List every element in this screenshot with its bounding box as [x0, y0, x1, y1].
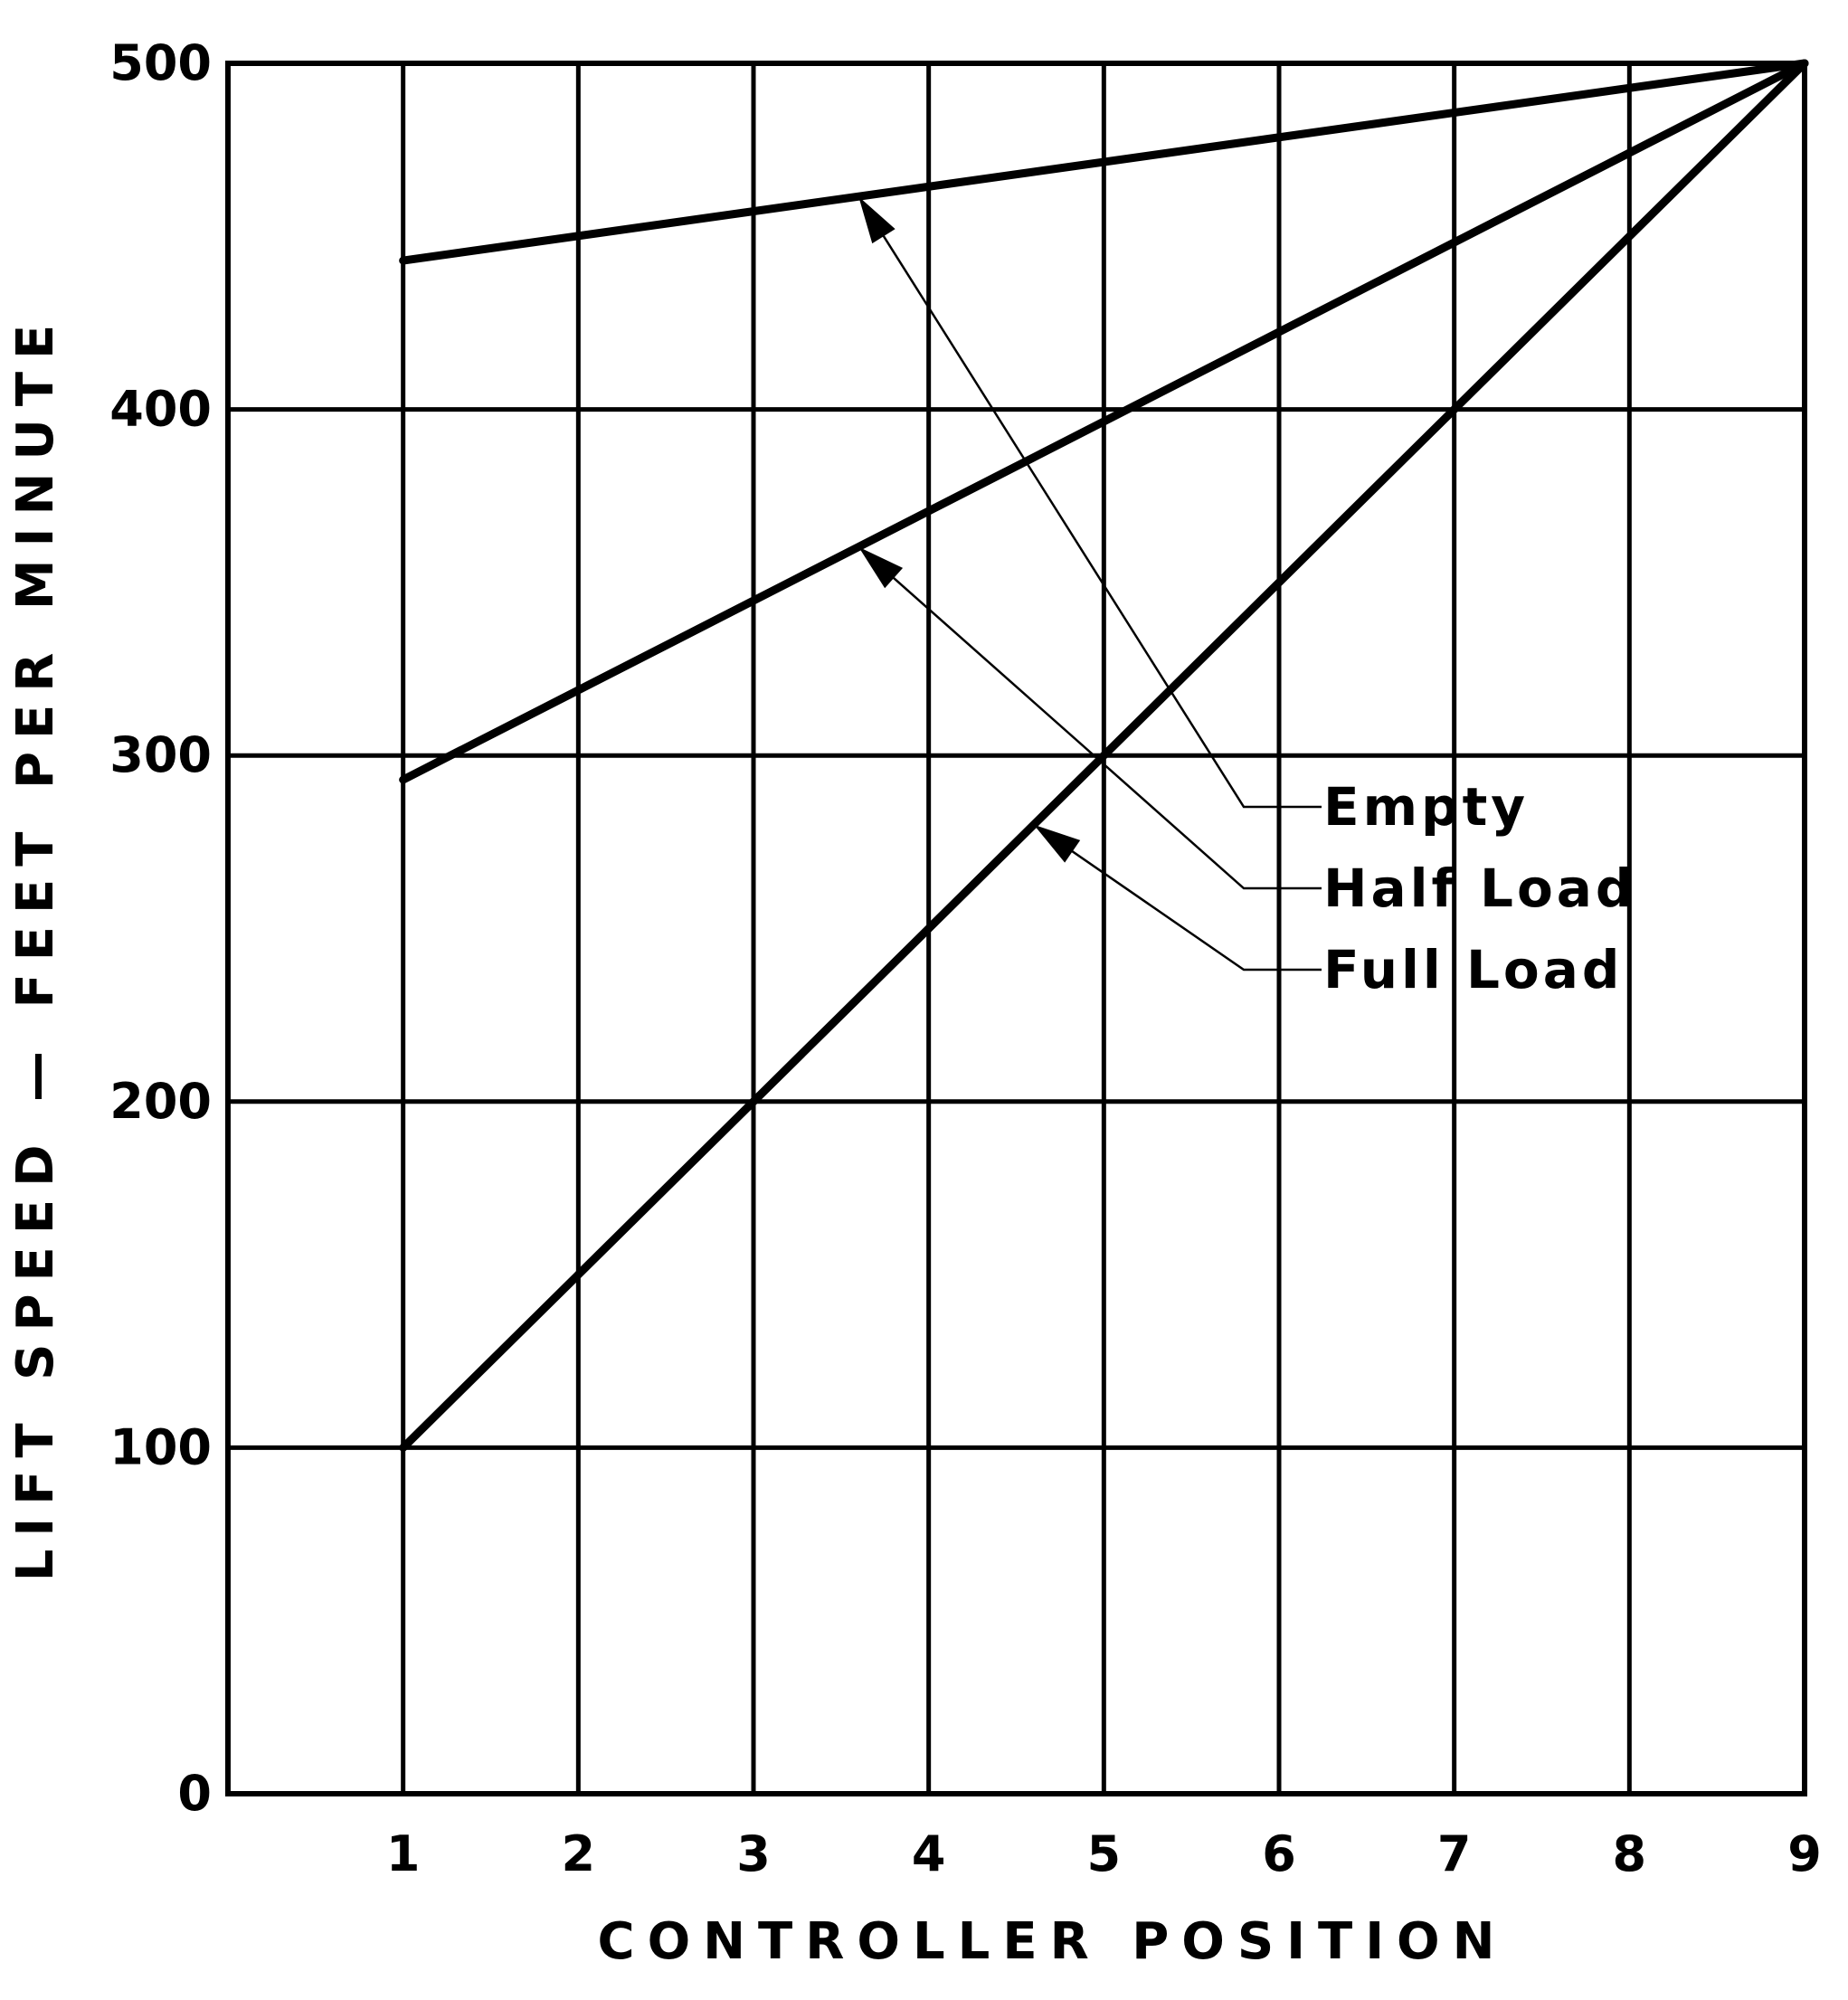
x-tick-label-4: 4: [912, 1825, 946, 1882]
y-axis-title: LIFT SPEED — FEET PER MINUTE: [6, 312, 65, 1582]
legend-label-full-load: Full Load: [1323, 939, 1623, 1000]
y-tick-label-500: 500: [109, 34, 212, 91]
legend-label-empty: Empty: [1323, 776, 1529, 838]
arrow-icon: [858, 196, 896, 244]
arrow-icon: [1033, 824, 1081, 863]
grid: [225, 61, 1807, 1796]
series-line-half-load: [399, 59, 1809, 784]
y-tick-label-400: 400: [109, 381, 212, 438]
plot-frame: [225, 61, 1807, 1796]
series-line-empty: [399, 59, 1809, 265]
x-tick-label-9: 9: [1787, 1825, 1822, 1882]
y-tick-label-0: 0: [177, 1765, 212, 1822]
y-tick-label-300: 300: [109, 726, 212, 783]
callout-leader-full-load: [1033, 823, 1309, 972]
x-tick-label-6: 6: [1262, 1825, 1296, 1882]
y-tick-label-100: 100: [109, 1418, 212, 1475]
x-tick-label-2: 2: [562, 1825, 596, 1882]
x-tick-label-3: 3: [736, 1825, 771, 1882]
x-tick-label-5: 5: [1087, 1825, 1122, 1882]
series-line-full-load: [399, 59, 1809, 1452]
legend-label-half-load: Half Load: [1323, 858, 1636, 919]
x-tick-label-8: 8: [1613, 1825, 1647, 1882]
callout-leader-empty: [858, 195, 1309, 809]
y-tick-label-200: 200: [109, 1073, 212, 1130]
x-axis-title: CONTROLLER POSITION: [597, 1912, 1507, 1971]
legend-callouts: Empty Half Load Full Load: [858, 195, 1636, 1000]
x-tick-label-7: 7: [1437, 1825, 1472, 1882]
x-tick-label-1: 1: [386, 1825, 421, 1882]
callout-leader-half-load: [858, 545, 1309, 890]
series-lines: [399, 59, 1809, 1452]
arrow-icon: [858, 546, 904, 589]
tick-labels: 1 2 3 4 5 6 7 8 9 0 100 200 300 400 500: [109, 34, 1822, 1882]
